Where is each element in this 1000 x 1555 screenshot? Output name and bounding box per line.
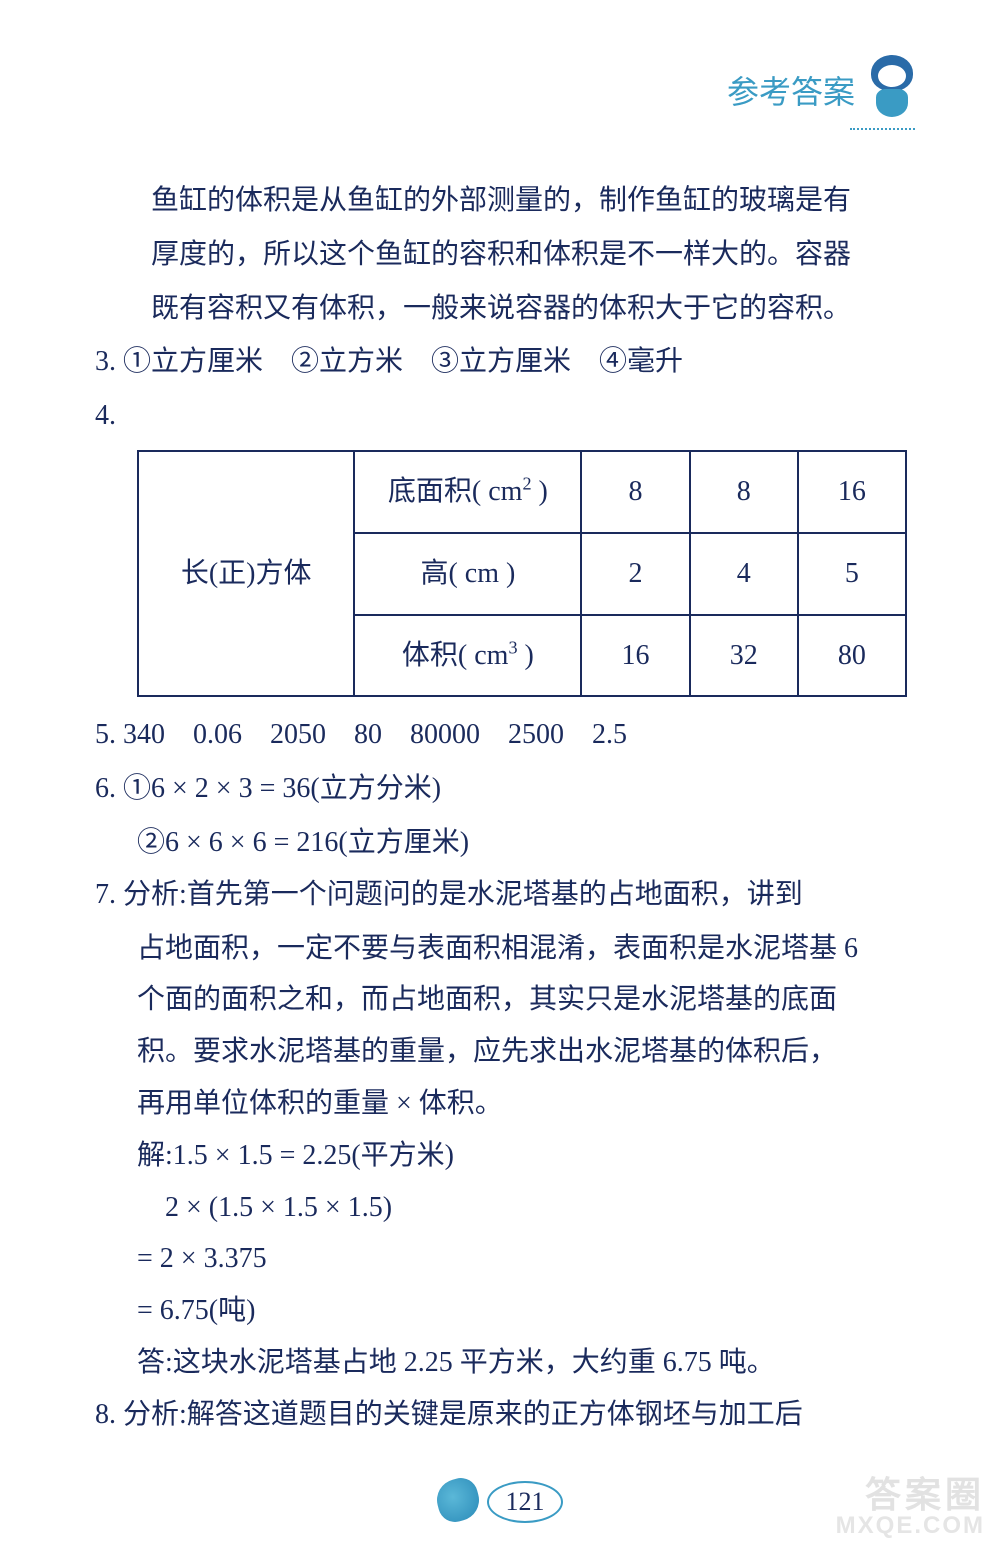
answer-line: 答:这块水泥塔基占地 2.25 平方米，大约重 6.75 吨。	[95, 1337, 905, 1389]
solution-line: 2 × (1.5 × 1.5 × 1.5)	[95, 1182, 905, 1234]
watermark-text-bottom: MXQE.COM	[836, 1512, 985, 1540]
table-cell: 8	[690, 451, 798, 533]
table-cell: 4	[690, 533, 798, 615]
watermark: 答案圈 MXQE.COM	[836, 1466, 985, 1540]
paragraph-line: 既有容积又有体积，一般来说容器的体积大于它的容积。	[95, 283, 905, 335]
watermark-text-top: 答案圈	[836, 1466, 985, 1518]
table-cell: 5	[798, 533, 906, 615]
answer-item-4: 4.	[95, 390, 905, 442]
solution-line: = 6.75(吨)	[95, 1285, 905, 1337]
row-header: 长(正)方体	[138, 451, 354, 696]
data-table: 长(正)方体 底面积( cm2 ) 8 8 16 高( cm ) 2 4 5 体…	[137, 450, 907, 697]
table-cell: 80	[798, 615, 906, 697]
answer-item-7: 7. 分析:首先第一个问题问的是水泥塔基的占地面积，讲到	[95, 869, 905, 921]
table-cell: 高( cm )	[354, 533, 581, 615]
answer-item-6b: ②6 × 6 × 6 = 216(立方厘米)	[95, 817, 905, 869]
solution-line: 解:1.5 × 1.5 = 2.25(平方米)	[95, 1130, 905, 1182]
page-number: 121	[487, 1481, 563, 1523]
table-cell: 2	[581, 533, 689, 615]
paragraph-line: 个面的面积之和，而占地面积，其实只是水泥塔基的底面	[95, 974, 905, 1026]
answer-item-8: 8. 分析:解答这道题目的关键是原来的正方体钢坯与加工后	[95, 1389, 905, 1441]
table-cell: 底面积( cm2 )	[354, 451, 581, 533]
header-title: 参考答案	[727, 67, 855, 113]
table-cell: 8	[581, 451, 689, 533]
mascot-icon	[865, 55, 920, 125]
answer-item-5: 5. 340 0.06 2050 80 80000 2500 2.5	[95, 709, 905, 761]
paragraph-line: 再用单位体积的重量 × 体积。	[95, 1078, 905, 1130]
paragraph-line: 积。要求水泥塔基的重量，应先求出水泥塔基的体积后，	[95, 1026, 905, 1078]
table-row: 长(正)方体 底面积( cm2 ) 8 8 16	[138, 451, 906, 533]
answer-item-3: 3. ①立方厘米 ②立方米 ③立方厘米 ④毫升	[95, 336, 905, 388]
header-decoration	[850, 118, 915, 130]
solution-line: = 2 × 3.375	[95, 1233, 905, 1285]
table-cell: 16	[581, 615, 689, 697]
shell-icon	[432, 1474, 483, 1525]
main-content: 鱼缸的体积是从鱼缸的外部测量的，制作鱼缸的玻璃是有 厚度的，所以这个鱼缸的容积和…	[95, 175, 905, 1443]
table-cell: 体积( cm3 )	[354, 615, 581, 697]
table-cell: 32	[690, 615, 798, 697]
table-cell: 16	[798, 451, 906, 533]
answer-item-6a: 6. ①6 × 2 × 3 = 36(立方分米)	[95, 763, 905, 815]
page-header: 参考答案	[727, 55, 920, 125]
paragraph-line: 厚度的，所以这个鱼缸的容积和体积是不一样大的。容器	[95, 229, 905, 281]
paragraph-line: 鱼缸的体积是从鱼缸的外部测量的，制作鱼缸的玻璃是有	[95, 175, 905, 227]
paragraph-line: 占地面积，一定不要与表面积相混淆，表面积是水泥塔基 6	[95, 923, 905, 975]
